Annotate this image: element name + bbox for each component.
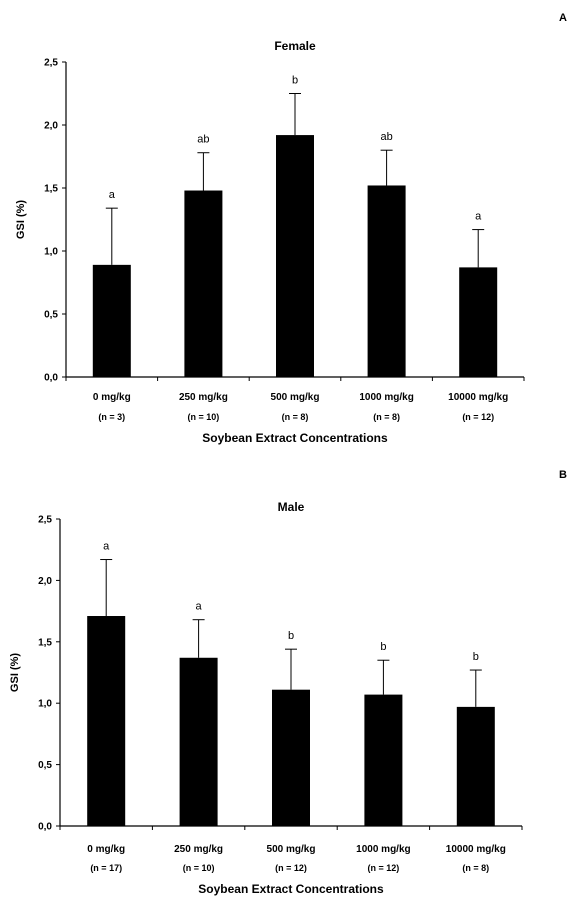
bar (179, 657, 218, 826)
bar (87, 616, 126, 826)
x-category-label: 500 mg/kg (267, 844, 316, 855)
significance-label: ab (380, 131, 392, 143)
bar (459, 267, 498, 377)
y-tick-label: 0,5 (44, 310, 58, 321)
x-axis-label: Soybean Extract Concentrations (198, 882, 384, 896)
x-category-label: 500 mg/kg (271, 392, 320, 403)
y-tick-label: 2,0 (38, 576, 52, 587)
significance-label: a (196, 601, 203, 613)
panel-letter: A (559, 12, 567, 24)
y-tick-label: 2,0 (44, 121, 58, 132)
y-tick-label: 1,0 (38, 699, 52, 710)
sample-size-label: (n = 12) (462, 412, 494, 422)
sample-size-label: (n = 17) (90, 863, 122, 873)
x-category-label: 250 mg/kg (174, 844, 223, 855)
sample-size-label: (n = 10) (188, 412, 220, 422)
x-category-label: 250 mg/kg (179, 392, 228, 403)
significance-label: b (288, 630, 294, 642)
x-category-label: 1000 mg/kg (356, 844, 410, 855)
chart-title: Male (278, 500, 305, 514)
significance-label: a (475, 211, 482, 223)
bar (92, 264, 131, 377)
bar (364, 694, 403, 826)
bar (456, 706, 495, 826)
y-tick-label: 1,5 (38, 637, 52, 648)
bar (184, 190, 223, 377)
sample-size-label: (n = 12) (275, 863, 307, 873)
y-axis-label: GSI (%) (15, 200, 27, 239)
significance-label: ab (197, 134, 209, 146)
sample-size-label: (n = 3) (98, 412, 125, 422)
sample-size-label: (n = 8) (462, 863, 489, 873)
y-tick-label: 1,0 (44, 247, 58, 258)
significance-label: b (380, 641, 386, 653)
sample-size-label: (n = 10) (183, 863, 215, 873)
significance-label: a (109, 189, 116, 201)
bar (276, 135, 314, 377)
x-category-label: 1000 mg/kg (359, 392, 413, 403)
x-category-label: 0 mg/kg (93, 392, 131, 403)
sample-size-label: (n = 8) (373, 412, 400, 422)
y-tick-label: 0,0 (38, 822, 52, 833)
y-tick-label: 1,5 (44, 184, 58, 195)
y-tick-label: 0,0 (44, 373, 58, 384)
sample-size-label: (n = 8) (282, 412, 309, 422)
y-axis-label: GSI (%) (9, 653, 21, 692)
y-tick-label: 2,5 (38, 515, 52, 526)
chart-title: Female (274, 39, 316, 53)
significance-label: b (473, 651, 479, 663)
panel-letter: B (559, 469, 567, 481)
significance-label: a (103, 541, 110, 553)
bar (272, 689, 310, 826)
sample-size-label: (n = 12) (368, 863, 400, 873)
x-axis-label: Soybean Extract Concentrations (202, 431, 388, 445)
bar (367, 185, 406, 377)
x-category-label: 0 mg/kg (87, 844, 125, 855)
y-tick-label: 0,5 (38, 760, 52, 771)
x-category-label: 10000 mg/kg (448, 392, 508, 403)
x-category-label: 10000 mg/kg (446, 844, 506, 855)
significance-label: b (292, 75, 298, 87)
y-tick-label: 2,5 (44, 58, 58, 69)
